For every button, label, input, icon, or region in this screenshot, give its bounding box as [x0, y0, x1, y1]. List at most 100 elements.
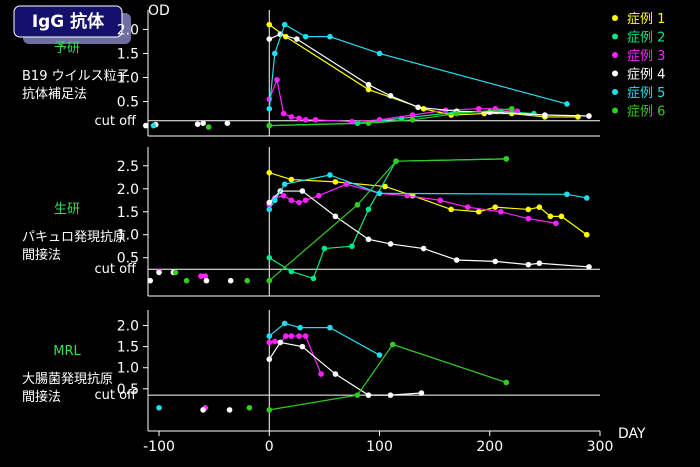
data-point — [536, 260, 543, 267]
data-point — [277, 339, 284, 346]
data-point — [299, 188, 306, 194]
data-point — [271, 338, 278, 345]
data-point — [266, 206, 273, 213]
legend-label: 症例 5 — [627, 86, 665, 101]
data-point — [200, 407, 206, 413]
y-tick-label: 2.0 — [117, 22, 139, 38]
data-point — [302, 117, 309, 123]
data-point — [409, 112, 416, 118]
data-point — [586, 113, 592, 119]
data-point — [536, 204, 543, 210]
data-point — [198, 273, 204, 279]
legend-label: 症例 1 — [627, 12, 665, 27]
legend-marker — [612, 89, 618, 95]
data-point — [202, 273, 209, 279]
data-point — [312, 117, 319, 123]
chart-title: IgG 抗体 — [32, 11, 105, 32]
series-line — [268, 158, 507, 280]
legend-label: 症例 4 — [627, 68, 665, 83]
y-tick-label: 2.0 — [117, 319, 139, 335]
series-3 — [266, 77, 521, 125]
data-point — [437, 197, 443, 204]
lab-label: 予研 — [54, 41, 80, 56]
series-5 — [150, 21, 570, 129]
data-point — [246, 404, 253, 411]
data-point — [404, 192, 410, 199]
data-point — [226, 407, 233, 413]
method-label-line1: B19 ウイルス粒子 — [22, 69, 130, 84]
data-point — [281, 181, 288, 187]
legend-marker — [612, 107, 618, 114]
data-point — [453, 257, 460, 263]
data-point — [302, 197, 309, 204]
legend-item: 症例 2 — [612, 31, 665, 46]
data-point — [332, 371, 339, 377]
data-point — [497, 208, 504, 215]
data-point — [266, 333, 273, 339]
series-6 — [172, 156, 510, 284]
y-tick-label: 1.5 — [117, 46, 139, 62]
series-3 — [156, 320, 383, 411]
legend-marker — [612, 33, 618, 40]
data-point — [147, 277, 154, 284]
series-5 — [266, 172, 590, 213]
data-point — [376, 50, 383, 57]
data-point — [296, 115, 302, 122]
data-point — [503, 156, 510, 162]
data-point — [244, 277, 251, 284]
data-point — [553, 220, 559, 227]
data-point — [509, 105, 515, 112]
data-point — [332, 213, 339, 220]
data-point — [564, 191, 570, 198]
data-point — [415, 104, 421, 111]
data-point — [583, 195, 590, 201]
data-point — [183, 277, 190, 284]
data-point — [227, 277, 234, 284]
x-axis-ticks: -100 0 100 200 300 — [143, 431, 613, 455]
legend-item: 症例 5 — [612, 86, 665, 101]
data-point — [302, 33, 309, 40]
data-point — [302, 333, 309, 339]
data-point — [288, 333, 295, 339]
data-point — [316, 192, 322, 199]
data-point — [280, 192, 287, 199]
series-3 — [156, 181, 559, 279]
data-point — [266, 199, 273, 206]
legend-label: 症例 2 — [627, 31, 665, 46]
data-point — [327, 172, 333, 178]
data-point — [327, 324, 333, 331]
y-tick-label: 0.5 — [117, 382, 139, 398]
data-point — [376, 117, 383, 123]
data-point — [283, 333, 289, 339]
data-point — [266, 105, 273, 112]
series-line — [268, 23, 568, 109]
data-point — [288, 197, 295, 204]
data-point — [475, 208, 482, 215]
x-unit-label: DAY — [618, 426, 646, 442]
data-point — [453, 110, 460, 117]
cutoff-label: cut off — [94, 262, 137, 277]
method-label-line2: 間接法 — [22, 389, 61, 405]
data-point — [288, 114, 295, 120]
data-point — [583, 231, 590, 238]
method-label-line1: 大腸菌発現抗原 — [22, 372, 113, 387]
data-point — [266, 356, 273, 363]
legend-marker — [612, 15, 618, 21]
y-tick-label: 1.5 — [117, 340, 139, 356]
data-point — [156, 404, 162, 411]
legend-item: 症例 1 — [612, 12, 665, 27]
series-line — [268, 322, 380, 356]
data-point — [271, 197, 278, 204]
data-point — [382, 183, 388, 190]
data-point — [281, 320, 288, 327]
method-label-line2: 抗体補足法 — [22, 87, 87, 102]
data-point — [321, 245, 328, 252]
legend-item: 症例 6 — [612, 105, 665, 120]
series-1 — [202, 333, 324, 411]
data-point — [464, 204, 471, 210]
data-point — [296, 199, 302, 206]
data-point — [558, 213, 565, 220]
data-point — [564, 101, 570, 107]
data-point — [281, 21, 288, 28]
